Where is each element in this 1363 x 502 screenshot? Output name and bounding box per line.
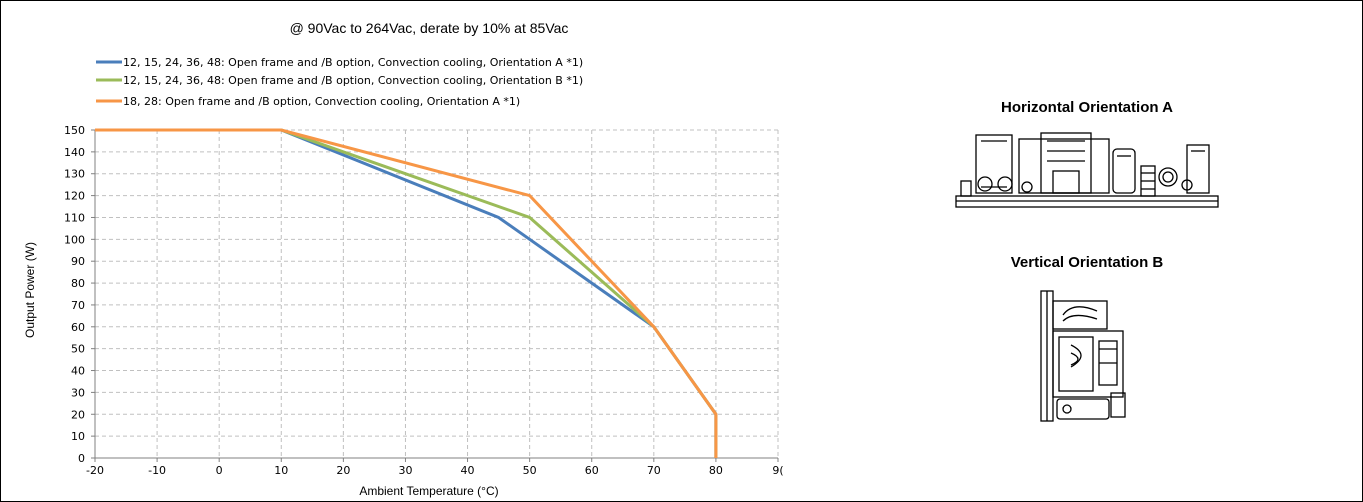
y-tick-label: 90 <box>71 255 85 268</box>
y-tick-label: 20 <box>71 408 85 421</box>
legend-label-1: 12, 15, 24, 36, 48: Open frame and /B op… <box>123 56 583 69</box>
x-tick-label: 30 <box>398 464 412 477</box>
y-tick-label: 150 <box>64 124 85 137</box>
y-axis-ticks: 0 10 20 30 40 50 60 70 80 90 100 110 120 130 140 150 <box>64 124 95 465</box>
y-tick-label: 110 <box>64 211 85 224</box>
y-tick-label: 0 <box>78 452 85 465</box>
legend-label-3: 18, 28: Open frame and /B option, Convec… <box>123 95 520 108</box>
series-line-3 <box>95 128 718 458</box>
x-tick-label: 40 <box>461 464 475 477</box>
y-tick-label: 10 <box>71 430 85 443</box>
chart-legend: 12, 15, 24, 36, 48: Open frame and /B op… <box>96 56 583 108</box>
y-tick-label: 80 <box>71 277 85 290</box>
x-tick-label: 20 <box>336 464 350 477</box>
y-tick-label: 50 <box>71 343 85 356</box>
y-tick-label: 130 <box>64 168 85 181</box>
x-tick-label: -10 <box>148 464 166 477</box>
chart-grid <box>94 129 779 459</box>
legend-label-2: 12, 15, 24, 36, 48: Open frame and /B op… <box>123 74 583 87</box>
x-tick-label: 9( <box>772 464 783 477</box>
y-tick-label: 60 <box>71 321 85 334</box>
x-tick-label: 60 <box>585 464 599 477</box>
chart-axes <box>94 130 778 459</box>
x-tick-label: 70 <box>647 464 661 477</box>
y-axis-title: Output Power (W) <box>23 242 37 338</box>
y-tick-label: 30 <box>71 386 85 399</box>
x-axis-title: Ambient Temperature (°C) <box>359 484 498 498</box>
chart-series <box>95 128 718 458</box>
x-tick-label: 10 <box>274 464 288 477</box>
chart-title: @ 90Vac to 264Vac, derate by 10% at 85Va… <box>290 20 569 36</box>
y-tick-label: 120 <box>64 190 85 203</box>
x-tick-label: 0 <box>216 464 223 477</box>
psu-board-vertical-icon <box>1040 290 1126 422</box>
horizontal-orientation-label: Horizontal Orientation A <box>1001 99 1173 116</box>
x-tick-label: -20 <box>86 464 104 477</box>
x-tick-label: 50 <box>523 464 537 477</box>
x-tick-label: 80 <box>709 464 723 477</box>
y-tick-label: 140 <box>64 146 85 159</box>
x-axis-ticks: -20 -10 0 10 20 30 40 50 60 70 80 9( <box>86 458 784 477</box>
vertical-orientation-label: Vertical Orientation B <box>1011 254 1164 271</box>
y-tick-label: 40 <box>71 365 85 378</box>
psu-board-horizontal-icon <box>955 132 1219 208</box>
y-tick-label: 100 <box>64 233 85 246</box>
y-tick-label: 70 <box>71 299 85 312</box>
